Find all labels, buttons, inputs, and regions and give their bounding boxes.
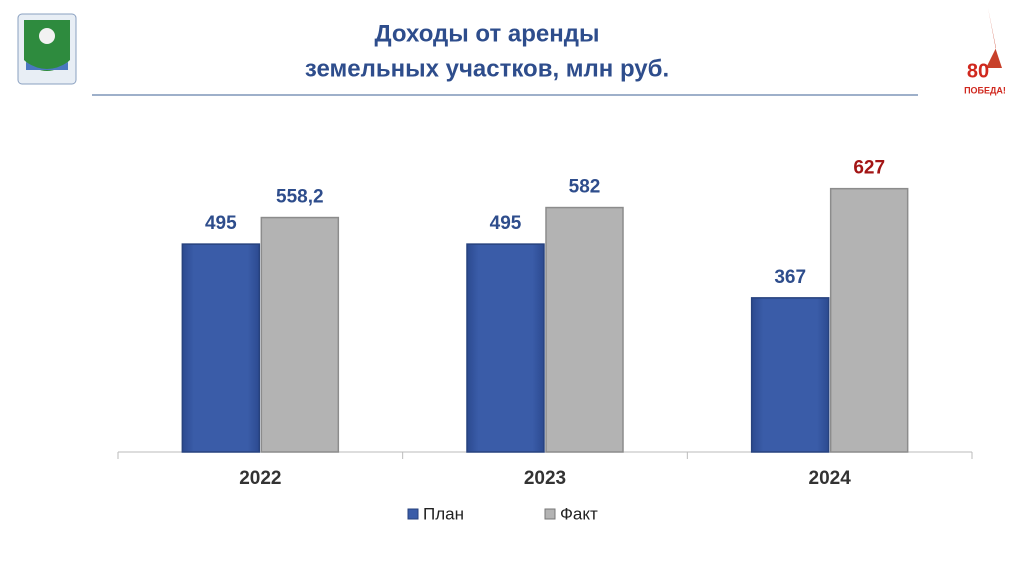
legend-swatch — [407, 508, 419, 520]
x-tick-label: 2023 — [524, 468, 566, 489]
x-tick-label: 2022 — [239, 468, 281, 489]
x-tick-label: 2024 — [809, 468, 852, 489]
legend-label: План — [423, 504, 464, 523]
value-label: 495 — [205, 213, 237, 234]
bar — [750, 297, 830, 453]
chart-title: земельных участков, млн руб. — [305, 55, 669, 82]
value-label: 558,2 — [276, 187, 324, 208]
legend-label: Факт — [560, 504, 598, 523]
chart-title: Доходы от аренды — [374, 20, 599, 47]
value-label: 627 — [853, 158, 885, 179]
value-label: 495 — [490, 213, 522, 234]
bar — [260, 216, 340, 453]
victory-badge: 80 ПОБЕДА! — [964, 8, 1006, 95]
bar — [545, 206, 624, 453]
bar — [181, 243, 261, 453]
badge-text: ПОБЕДА! — [964, 85, 1006, 95]
legend-swatch — [544, 508, 556, 520]
badge-number: 80 — [967, 60, 989, 82]
city-emblem — [17, 13, 77, 85]
bar — [829, 187, 909, 453]
bar — [466, 243, 545, 453]
value-label: 367 — [774, 267, 806, 288]
value-label: 582 — [569, 177, 601, 198]
